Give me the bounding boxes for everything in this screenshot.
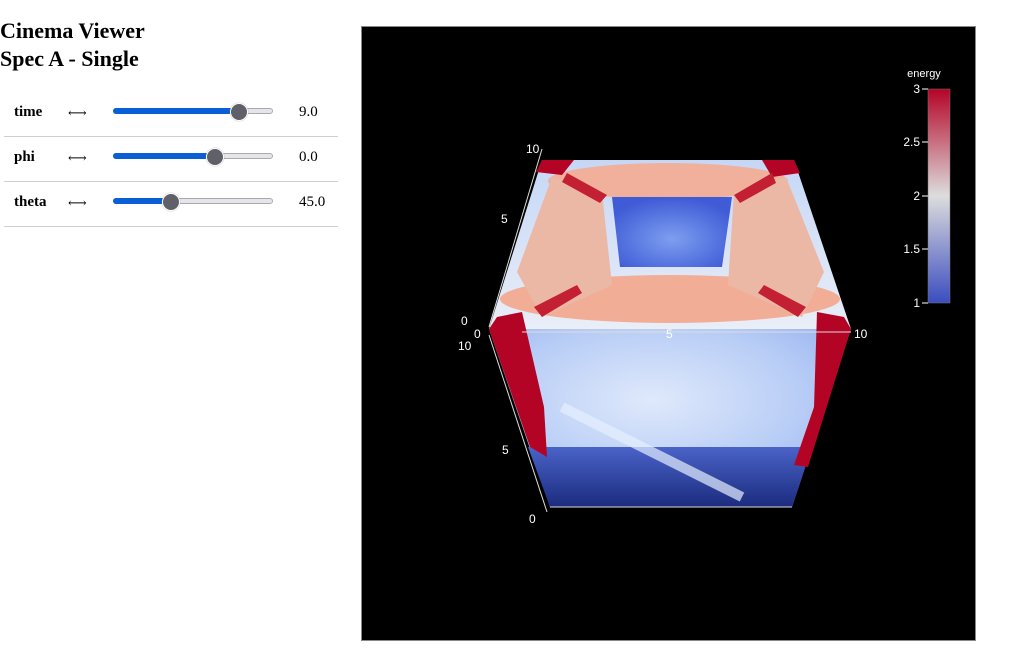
- front-face-highlight: [559, 402, 745, 502]
- control-value-theta: 45.0: [299, 194, 326, 210]
- axis-label: 0: [461, 314, 468, 328]
- top-red-left-pillar: [517, 177, 612, 317]
- spec-subtitle: Spec A - Single: [0, 46, 139, 71]
- colorbar-gradient: [927, 88, 951, 304]
- control-value-time: 9.0: [299, 104, 318, 120]
- control-label-phi: phi: [14, 149, 35, 165]
- control-label-time: time: [14, 104, 43, 120]
- top-red-right-pillar: [728, 177, 824, 317]
- phi-slider[interactable]: [113, 148, 273, 166]
- axis-label: 10: [526, 142, 540, 156]
- control-label-theta: theta: [14, 194, 47, 210]
- colorbar-tick: 3: [913, 82, 920, 96]
- diag-red-topleft: [562, 173, 607, 203]
- control-row-time: time ⟷ 9.0: [4, 92, 338, 137]
- app-title: Cinema Viewer: [0, 18, 145, 43]
- colorbar-tick: 2.5: [903, 135, 920, 149]
- slider-thumb[interactable]: [206, 148, 225, 166]
- time-slider[interactable]: [113, 103, 273, 121]
- top-red-ridge-back: [548, 163, 788, 199]
- colorbar-tick: 2: [913, 189, 920, 203]
- slider-fill: [113, 153, 216, 159]
- colorbar-title: energy: [907, 68, 941, 80]
- colorbar: energy 3 2.5 2 1.5 1: [903, 68, 951, 310]
- slider-thumb[interactable]: [161, 193, 180, 211]
- range-arrow-icon: ⟷: [68, 105, 87, 120]
- left-edge-red-band: [489, 312, 547, 457]
- axis-label: 10: [458, 339, 472, 353]
- volume-render: 10 5 0 0 10 5 10 5 0 energy 3 2.5: [458, 68, 951, 526]
- range-arrow-icon: ⟷: [68, 195, 87, 210]
- axis-lines: [488, 148, 851, 513]
- diag-red-topright: [734, 173, 776, 203]
- control-row-theta: theta ⟷ 45.0: [4, 182, 338, 227]
- axis-label: 5: [501, 212, 508, 226]
- control-row-phi: phi ⟷ 0.0: [4, 137, 338, 182]
- axis-label: 0: [474, 327, 481, 341]
- colorbar-tick: 1: [913, 296, 920, 310]
- slider-fill: [113, 108, 240, 114]
- corner-red-topright: [762, 160, 800, 177]
- render-viewport[interactable]: 10 5 0 0 10 5 10 5 0 energy 3 2.5: [361, 26, 976, 641]
- slider-fill: [113, 198, 171, 204]
- axis-label: 5: [666, 327, 673, 341]
- axis-label: 0: [529, 512, 536, 526]
- control-value-phi: 0.0: [299, 149, 318, 165]
- theta-slider[interactable]: [113, 193, 273, 211]
- corner-red-topleft: [536, 160, 574, 175]
- axis-tick-labels: 10 5 0 0 10 5 10 5 0: [458, 142, 868, 526]
- slider-thumb[interactable]: [230, 103, 249, 121]
- inner-blue-cavity: [612, 197, 732, 267]
- diag-red-bottomleft: [534, 285, 582, 317]
- colorbar-tick: 1.5: [903, 242, 920, 256]
- parameter-controls: time ⟷ 9.0 phi ⟷ 0.0 theta ⟷ 45.0: [4, 92, 338, 227]
- right-edge-red-band: [794, 312, 851, 467]
- range-arrow-icon: ⟷: [68, 150, 87, 165]
- axis-label: 5: [502, 443, 509, 457]
- diag-red-bottomright: [758, 285, 806, 317]
- axis-label: 10: [854, 327, 868, 341]
- app-title-block: Cinema Viewer Spec A - Single: [0, 17, 145, 73]
